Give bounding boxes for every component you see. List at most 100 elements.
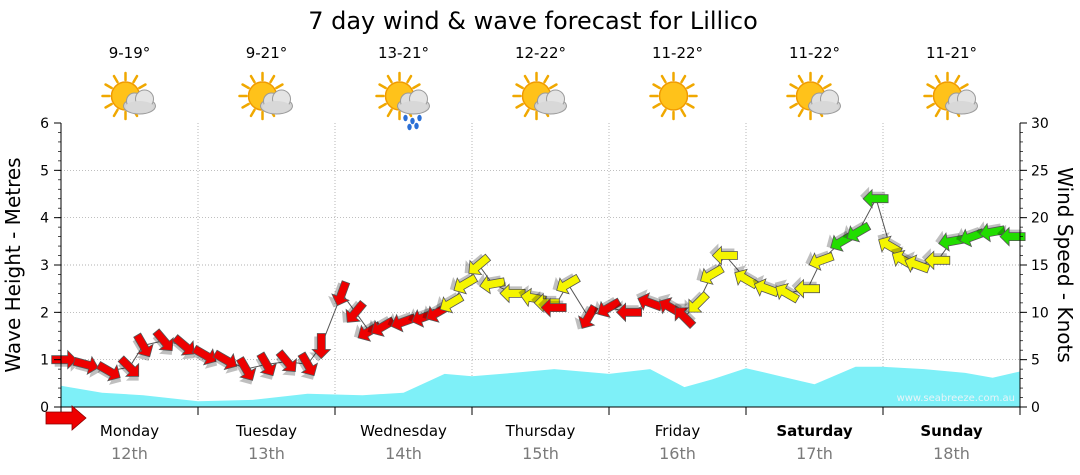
- rain-showers-icon: [375, 71, 430, 131]
- wind-arrow: [791, 276, 820, 299]
- wind-arrow-body: [979, 222, 1006, 243]
- left-tick-label: 0: [40, 400, 49, 416]
- right-tick-label: 5: [1031, 353, 1040, 369]
- sun-ray: [660, 108, 667, 118]
- wind-arrow: [117, 355, 140, 381]
- day-temperature: 9-21°: [246, 44, 288, 62]
- wind-arrow: [95, 360, 122, 385]
- cloud: [534, 89, 567, 115]
- right-tick-label: 25: [1031, 163, 1049, 179]
- sun-ray: [660, 74, 667, 84]
- wind-arrow: [903, 251, 931, 274]
- sun-ray: [112, 108, 119, 118]
- wind-arrow-body: [72, 355, 99, 375]
- wind-arrow: [497, 281, 526, 304]
- wind-arrow: [449, 273, 479, 295]
- day-temperature: 9-19°: [109, 44, 151, 62]
- sun-ray: [926, 102, 935, 109]
- wind-arrow: [367, 315, 396, 337]
- wind-arrow: [72, 355, 101, 378]
- wind-arrow-body: [499, 283, 526, 304]
- day-name: Friday: [655, 422, 701, 440]
- wind-arrow-body: [578, 304, 599, 329]
- sun-ray: [934, 74, 941, 84]
- sun-ray: [132, 74, 139, 84]
- wind-trend-line: [63, 197, 1014, 372]
- wind-arrow: [255, 351, 277, 380]
- wind-arrow: [613, 300, 642, 323]
- partly-cloudy-icon: [512, 71, 567, 121]
- sun-ray: [954, 74, 961, 84]
- wind-arrow-body: [959, 228, 986, 248]
- wind-arrow: [132, 332, 154, 361]
- wind-arrow: [877, 232, 903, 257]
- wind-arrow: [152, 328, 174, 355]
- left-tick-label: 4: [40, 211, 49, 227]
- day-date: 15th: [522, 444, 559, 463]
- wind-arrow-body: [862, 188, 889, 209]
- sun-ray: [275, 83, 284, 90]
- wind-arrow: [709, 243, 738, 266]
- day-name: Saturday: [776, 422, 853, 440]
- sun-ray: [817, 74, 824, 84]
- wind-arrow: [860, 186, 889, 209]
- left-tick-label: 3: [40, 258, 49, 274]
- right-tick-label: 30: [1031, 116, 1049, 132]
- wind-arrow-body: [439, 292, 465, 314]
- wind-arrow: [328, 280, 351, 308]
- wind-arrow-body: [794, 278, 820, 299]
- wind-arrow-body: [734, 268, 759, 290]
- sun-ray: [797, 108, 804, 118]
- sun-ray: [378, 102, 387, 109]
- wind-arrow-body: [390, 313, 417, 333]
- cloud-fill: [399, 101, 428, 113]
- wind-arrow-body: [938, 232, 965, 252]
- sun-ray: [104, 83, 113, 90]
- sun-ray: [269, 74, 276, 84]
- wind-arrow: [574, 304, 599, 330]
- sun-ray: [960, 83, 969, 90]
- wind-arrow: [309, 333, 332, 362]
- wind-arrow: [275, 349, 297, 376]
- sun-ray: [241, 83, 250, 90]
- wind-arrow-body: [688, 291, 710, 313]
- cloud: [808, 89, 841, 115]
- day-date: 17th: [796, 444, 833, 463]
- wind-arrow-body: [345, 299, 367, 323]
- wind-arrow: [636, 289, 664, 312]
- wind-arrow: [235, 356, 257, 385]
- cloud-fill: [947, 101, 976, 113]
- sun-ray: [680, 74, 687, 84]
- wind-arrow-body: [479, 274, 506, 295]
- sun-ray: [686, 83, 695, 90]
- wind-arrow-body: [297, 351, 319, 377]
- day-temperature: 11-22°: [789, 44, 840, 62]
- wind-arrow: [976, 221, 1006, 243]
- right-tick-label: 20: [1031, 211, 1049, 227]
- cloud-fill: [262, 101, 291, 113]
- sun-ray: [523, 74, 530, 84]
- wind-arrow-body: [700, 264, 725, 285]
- wind-arrow: [935, 230, 965, 252]
- day-labels: Monday 12th Tuesday 13th Wednesday 14th Thursd…: [60, 407, 1021, 463]
- wind-arrow-body: [51, 349, 78, 370]
- sun-ray: [523, 108, 530, 118]
- wind-arrow: [805, 250, 835, 271]
- sun-ray: [797, 74, 804, 84]
- sun-ray: [934, 108, 941, 118]
- day-name: Tuesday: [235, 422, 297, 440]
- left-tick-label: 5: [40, 163, 49, 179]
- wind-arrow-body: [275, 349, 297, 372]
- sun-ray: [112, 74, 119, 84]
- sun-ray: [789, 83, 798, 90]
- wind-arrow: [696, 263, 725, 285]
- sun-ray: [249, 108, 256, 118]
- wind-arrow: [191, 344, 218, 369]
- wind-arrow-body: [711, 245, 738, 266]
- sun-ray: [543, 74, 550, 84]
- sun-ray: [386, 74, 393, 84]
- wind-arrows: [51, 186, 1026, 385]
- sun-ray: [406, 74, 413, 84]
- left-tick-label: 1: [40, 353, 49, 369]
- wind-arrow-body: [616, 302, 642, 323]
